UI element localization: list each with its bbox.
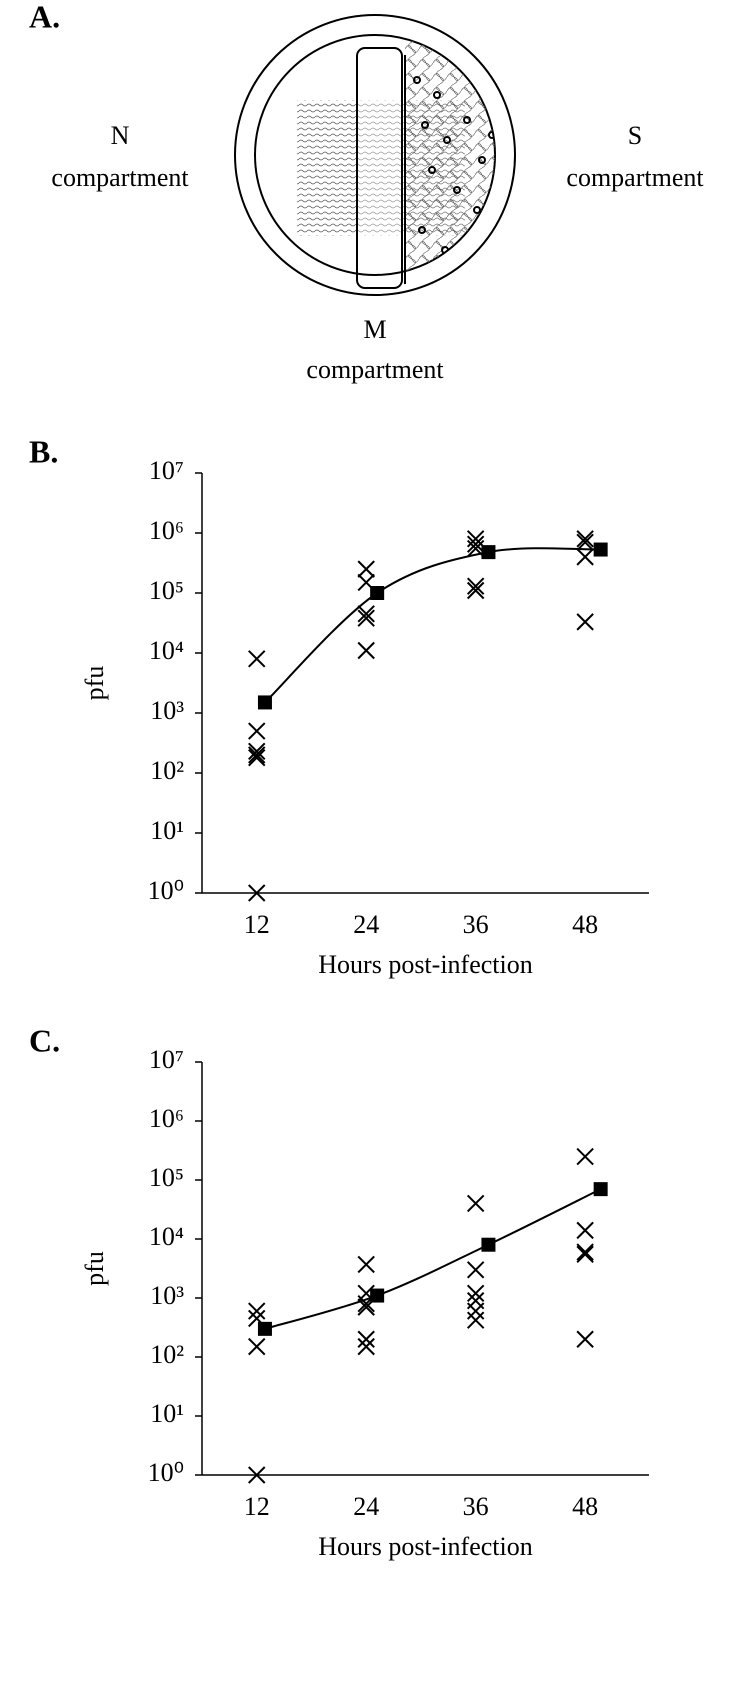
- x-tick-label: 24: [353, 910, 379, 939]
- replicate-marker: [248, 746, 266, 764]
- replicate-marker: [576, 1147, 594, 1166]
- mean-marker: [593, 1182, 608, 1197]
- replicate-marker: [357, 560, 375, 578]
- y-tick-label: 10⁷: [149, 456, 184, 485]
- replicate-marker: [248, 1302, 266, 1320]
- mean-marker: [481, 545, 496, 560]
- y-tick-label: 10⁵: [149, 576, 184, 605]
- replicate-marker: [466, 535, 485, 553]
- y-tick-label: 10⁶: [149, 1104, 184, 1133]
- figure-content: A. N compartment S compartment M compart…: [29, 0, 704, 1561]
- x-tick-label: 12: [244, 910, 270, 939]
- trend-line: [264, 547, 601, 704]
- replicate-marker: [576, 530, 594, 548]
- replicate-marker: [576, 1243, 594, 1261]
- x-tick-label: 24: [353, 1492, 379, 1521]
- y-axis-label: pfu: [80, 1251, 109, 1286]
- replicate-marker: [576, 613, 594, 631]
- replicate-marker: [466, 577, 485, 595]
- trend-line: [264, 1188, 602, 1330]
- panel-label: C.: [29, 1022, 60, 1058]
- x-axis-label: Hours post-infection: [318, 1532, 532, 1561]
- replicate-marker: [466, 581, 485, 600]
- n-label: N: [111, 121, 130, 150]
- y-tick-label: 10¹: [150, 1399, 184, 1428]
- m-label: M: [363, 315, 386, 344]
- y-tick-label: 10³: [150, 696, 184, 725]
- mean-marker: [370, 1288, 385, 1303]
- replicate-marker: [248, 742, 266, 761]
- m-label: compartment: [306, 355, 444, 384]
- replicate-marker: [357, 1330, 375, 1348]
- replicate-marker: [357, 1337, 375, 1356]
- s-label: S: [628, 121, 642, 150]
- x-tick-label: 36: [463, 1492, 489, 1521]
- replicate-marker: [466, 1194, 485, 1213]
- y-tick-label: 10⁶: [149, 516, 184, 545]
- s-label: compartment: [566, 163, 704, 192]
- mean-marker: [257, 695, 272, 710]
- mean-marker: [257, 1321, 272, 1336]
- x-axis-label: Hours post-infection: [318, 950, 532, 979]
- x-tick-label: 36: [463, 910, 489, 939]
- n-label: compartment: [51, 163, 189, 192]
- replicate-marker: [248, 650, 266, 668]
- x-tick-label: 12: [244, 1492, 270, 1521]
- mean-marker: [370, 586, 385, 600]
- replicate-marker: [248, 748, 266, 767]
- y-tick-label: 10¹: [150, 816, 184, 845]
- replicate-marker: [357, 605, 375, 623]
- replicate-marker: [576, 1221, 594, 1240]
- replicate-marker: [466, 1284, 485, 1303]
- replicate-marker: [576, 1330, 594, 1348]
- replicate-marker: [466, 1302, 485, 1320]
- panel-label: A.: [29, 0, 60, 34]
- replicate-marker: [466, 1261, 485, 1279]
- replicate-marker: [248, 1337, 266, 1356]
- replicate-marker: [357, 609, 375, 627]
- y-axis-label: pfu: [80, 666, 109, 701]
- replicate-marker: [248, 722, 266, 740]
- x-tick-label: 48: [572, 910, 598, 939]
- y-tick-label: 10⁵: [149, 1163, 184, 1192]
- x-tick-label: 48: [572, 1492, 598, 1521]
- y-tick-label: 10⁴: [149, 636, 184, 665]
- y-tick-label: 10⁰: [148, 876, 184, 905]
- y-tick-label: 10⁴: [149, 1222, 184, 1251]
- replicate-marker: [357, 641, 375, 660]
- replicate-marker: [248, 1466, 266, 1484]
- replicate-marker: [576, 533, 594, 552]
- replicate-marker: [466, 1311, 485, 1329]
- replicate-marker: [357, 1255, 375, 1274]
- replicate-marker: [576, 1245, 594, 1264]
- y-tick-label: 10³: [150, 1281, 184, 1310]
- replicate-marker: [248, 884, 266, 902]
- panel-label: B.: [29, 433, 58, 469]
- mean-marker: [481, 1237, 496, 1252]
- mean-marker: [593, 542, 608, 557]
- y-tick-label: 10²: [150, 1340, 184, 1369]
- y-tick-label: 10²: [150, 756, 184, 785]
- y-tick-label: 10⁷: [149, 1045, 184, 1074]
- diagram: [234, 14, 516, 296]
- y-tick-label: 10⁰: [148, 1458, 184, 1487]
- replicate-marker: [576, 548, 594, 566]
